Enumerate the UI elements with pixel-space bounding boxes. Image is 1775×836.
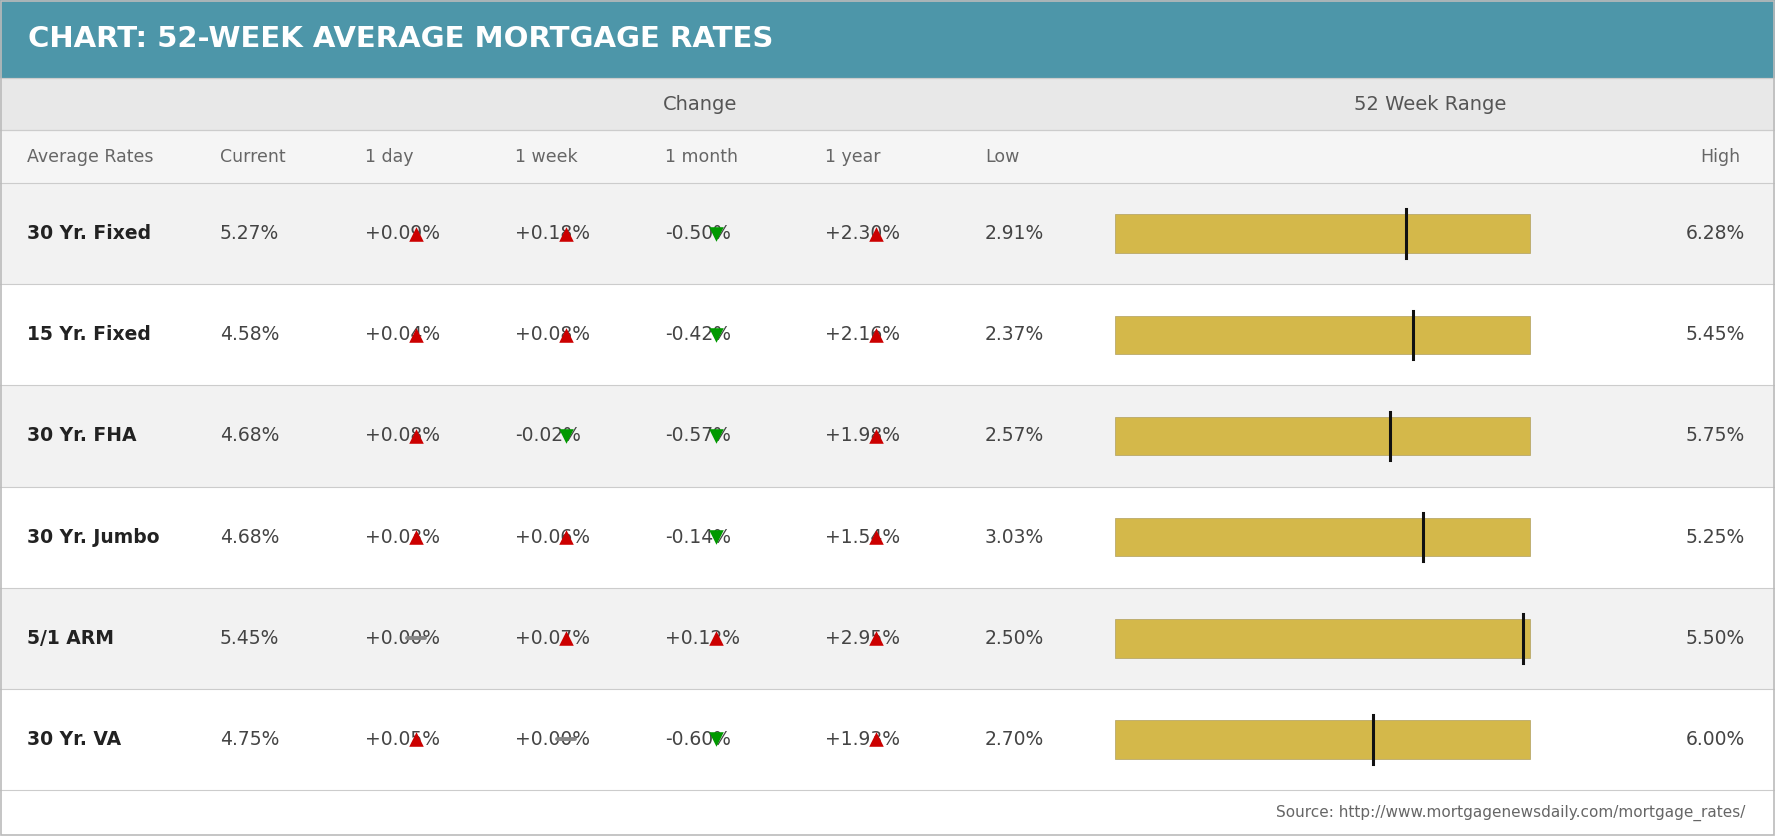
Text: +0.18%: +0.18% (515, 224, 589, 243)
Text: 5.25%: 5.25% (1686, 528, 1745, 547)
Text: 1 week: 1 week (515, 148, 577, 166)
Text: +0.03%: +0.03% (366, 528, 440, 547)
Text: +0.12%: +0.12% (666, 629, 740, 648)
Point (552, 227, 580, 241)
Point (701, 531, 730, 544)
Text: 1 year: 1 year (825, 148, 880, 166)
Text: 2.70%: 2.70% (985, 730, 1044, 749)
Bar (0, 588, 1775, 689)
Text: Current: Current (220, 148, 286, 166)
Text: +0.00%: +0.00% (515, 730, 589, 749)
Text: -0.50%: -0.50% (666, 224, 731, 243)
Text: 4.58%: 4.58% (220, 325, 279, 344)
Text: +0.00%: +0.00% (366, 629, 440, 648)
Point (861, 329, 889, 342)
Text: +2.16%: +2.16% (825, 325, 900, 344)
Bar (1115, 316, 1530, 354)
Text: 3.03%: 3.03% (985, 528, 1044, 547)
Text: 2.50%: 2.50% (985, 629, 1044, 648)
Text: 52 Week Range: 52 Week Range (1354, 94, 1507, 114)
Point (552, 329, 580, 342)
Text: CHART: 52-WEEK AVERAGE MORTGAGE RATES: CHART: 52-WEEK AVERAGE MORTGAGE RATES (28, 25, 774, 53)
Point (701, 329, 730, 342)
Text: 30 Yr. Jumbo: 30 Yr. Jumbo (27, 528, 160, 547)
Text: 2.57%: 2.57% (985, 426, 1044, 446)
Text: 6.00%: 6.00% (1686, 730, 1745, 749)
Point (401, 531, 430, 544)
Text: 6.28%: 6.28% (1686, 224, 1745, 243)
Point (401, 329, 430, 342)
Text: +1.98%: +1.98% (825, 426, 900, 446)
Text: -0.42%: -0.42% (666, 325, 731, 344)
Bar (1115, 619, 1530, 657)
Point (861, 632, 889, 645)
Bar (1115, 721, 1530, 758)
Text: 15 Yr. Fixed: 15 Yr. Fixed (27, 325, 151, 344)
Bar (0, 689, 1775, 790)
Text: +1.93%: +1.93% (825, 730, 900, 749)
Text: -0.57%: -0.57% (666, 426, 731, 446)
Bar (0, 78, 1775, 130)
Text: 5.45%: 5.45% (220, 629, 279, 648)
Text: Low: Low (985, 148, 1019, 166)
Bar (0, 385, 1775, 487)
Bar (0, 183, 1775, 284)
Text: -0.14%: -0.14% (666, 528, 731, 547)
Point (401, 430, 430, 443)
Text: 5.27%: 5.27% (220, 224, 279, 243)
Text: 2.37%: 2.37% (985, 325, 1044, 344)
Text: 30 Yr. FHA: 30 Yr. FHA (27, 426, 137, 446)
Text: +0.08%: +0.08% (366, 426, 440, 446)
Text: 4.68%: 4.68% (220, 528, 279, 547)
Bar (1115, 518, 1530, 556)
Text: +1.54%: +1.54% (825, 528, 900, 547)
Text: 1 day: 1 day (366, 148, 414, 166)
Point (701, 227, 730, 241)
Text: Average Rates: Average Rates (27, 148, 153, 166)
Bar (1115, 417, 1530, 455)
Text: +2.30%: +2.30% (825, 224, 900, 243)
Text: +0.09%: +0.09% (366, 224, 440, 243)
Text: +0.04%: +0.04% (366, 325, 440, 344)
Text: 1 month: 1 month (666, 148, 738, 166)
Text: 4.68%: 4.68% (220, 426, 279, 446)
Text: -0.60%: -0.60% (666, 730, 731, 749)
Text: +0.08%: +0.08% (515, 325, 589, 344)
Bar (0, 284, 1775, 385)
Text: 2.91%: 2.91% (985, 224, 1044, 243)
Text: 4.75%: 4.75% (220, 730, 279, 749)
Point (552, 430, 580, 443)
Text: 5.75%: 5.75% (1686, 426, 1745, 446)
Text: Source: http://www.mortgagenewsdaily.com/mortgage_rates/: Source: http://www.mortgagenewsdaily.com… (1276, 805, 1745, 821)
Bar (0, 0, 1775, 78)
Point (401, 732, 430, 747)
Text: 5.50%: 5.50% (1686, 629, 1745, 648)
Point (861, 430, 889, 443)
Point (701, 430, 730, 443)
Text: 30 Yr. VA: 30 Yr. VA (27, 730, 121, 749)
Text: High: High (1700, 148, 1740, 166)
Text: +0.07%: +0.07% (515, 629, 589, 648)
Text: +2.95%: +2.95% (825, 629, 900, 648)
Point (552, 632, 580, 645)
Text: +0.06%: +0.06% (515, 528, 589, 547)
Bar (0, 130, 1775, 183)
Point (552, 531, 580, 544)
Text: Change: Change (662, 94, 737, 114)
Text: -0.02%: -0.02% (515, 426, 580, 446)
Point (701, 732, 730, 747)
Bar (1115, 215, 1530, 252)
Text: 5.45%: 5.45% (1686, 325, 1745, 344)
Text: 30 Yr. Fixed: 30 Yr. Fixed (27, 224, 151, 243)
Point (701, 632, 730, 645)
Point (861, 732, 889, 747)
Text: 5/1 ARM: 5/1 ARM (27, 629, 114, 648)
Text: +0.05%: +0.05% (366, 730, 440, 749)
Point (401, 227, 430, 241)
Point (861, 227, 889, 241)
Bar (0, 487, 1775, 588)
Point (861, 531, 889, 544)
